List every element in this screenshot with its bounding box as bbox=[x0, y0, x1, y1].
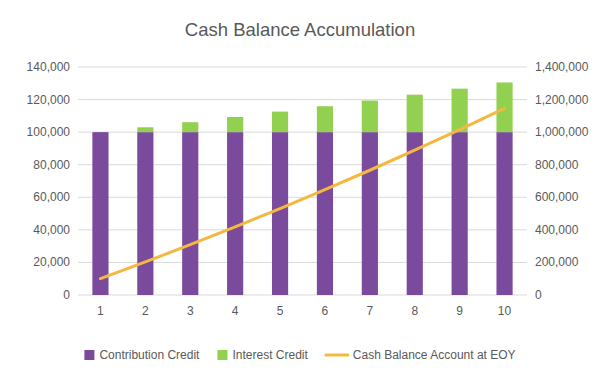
y2-tick-label: 1,400,000 bbox=[535, 60, 589, 74]
bar bbox=[182, 122, 198, 132]
bar bbox=[407, 95, 423, 132]
x-tick-label: 3 bbox=[187, 304, 194, 318]
bar bbox=[272, 112, 288, 133]
bar bbox=[137, 132, 153, 295]
x-tick-label: 8 bbox=[411, 304, 418, 318]
grid-line bbox=[78, 67, 527, 68]
legend-label: Cash Balance Account at EOY bbox=[353, 348, 516, 362]
chart: Cash Balance Accumulation020,00040,00060… bbox=[0, 0, 600, 375]
bar bbox=[182, 132, 198, 295]
y-tick-label: 60,000 bbox=[33, 190, 70, 204]
background bbox=[0, 0, 600, 375]
y-tick-label: 100,000 bbox=[27, 125, 71, 139]
legend-item: Cash Balance Account at EOY bbox=[326, 348, 516, 362]
bar bbox=[92, 132, 108, 295]
bar bbox=[362, 132, 378, 295]
bar bbox=[227, 132, 243, 295]
legend-item: Interest Credit bbox=[217, 348, 308, 362]
legend-item: Contribution Credit bbox=[84, 348, 200, 362]
y2-tick-label: 0 bbox=[535, 288, 542, 302]
y2-tick-label: 600,000 bbox=[535, 190, 579, 204]
y-tick-label: 0 bbox=[63, 288, 70, 302]
x-tick-label: 4 bbox=[232, 304, 239, 318]
x-tick-label: 1 bbox=[97, 304, 104, 318]
x-tick-label: 10 bbox=[498, 304, 512, 318]
grid bbox=[78, 67, 527, 295]
legend-label: Contribution Credit bbox=[99, 348, 200, 362]
y2-tick-label: 1,000,000 bbox=[535, 125, 589, 139]
x-tick-label: 5 bbox=[277, 304, 284, 318]
bar bbox=[317, 132, 333, 295]
line bbox=[100, 108, 504, 278]
legend: Contribution Credit Interest Credit Cash B… bbox=[84, 348, 515, 362]
y-tick-label: 140,000 bbox=[27, 60, 71, 74]
y-tick-label: 20,000 bbox=[33, 255, 70, 269]
legend-label: Interest Credit bbox=[232, 348, 308, 362]
x-tick-label: 7 bbox=[367, 304, 374, 318]
y2-tick-label: 400,000 bbox=[535, 223, 579, 237]
bar bbox=[227, 117, 243, 132]
y-tick-label: 40,000 bbox=[33, 223, 70, 237]
legend-swatch bbox=[84, 350, 94, 360]
x-tick-label: 2 bbox=[142, 304, 149, 318]
legend-swatch bbox=[217, 350, 227, 360]
x-tick-label: 6 bbox=[322, 304, 329, 318]
bar bbox=[496, 132, 512, 295]
bar bbox=[137, 127, 153, 132]
marks bbox=[92, 82, 512, 295]
x-tick-label: 9 bbox=[456, 304, 463, 318]
legend-swatch bbox=[326, 354, 348, 357]
y2-tick-label: 200,000 bbox=[535, 255, 579, 269]
bar bbox=[317, 106, 333, 132]
bar bbox=[407, 132, 423, 295]
bar bbox=[272, 132, 288, 295]
bar bbox=[92, 132, 108, 133]
y-tick-label: 120,000 bbox=[27, 93, 71, 107]
bar bbox=[452, 132, 468, 295]
y-tick-label: 80,000 bbox=[33, 158, 70, 172]
y2-tick-label: 1,200,000 bbox=[535, 93, 589, 107]
y2-tick-label: 800,000 bbox=[535, 158, 579, 172]
bar bbox=[362, 101, 378, 133]
title: Cash Balance Accumulation bbox=[185, 19, 415, 40]
